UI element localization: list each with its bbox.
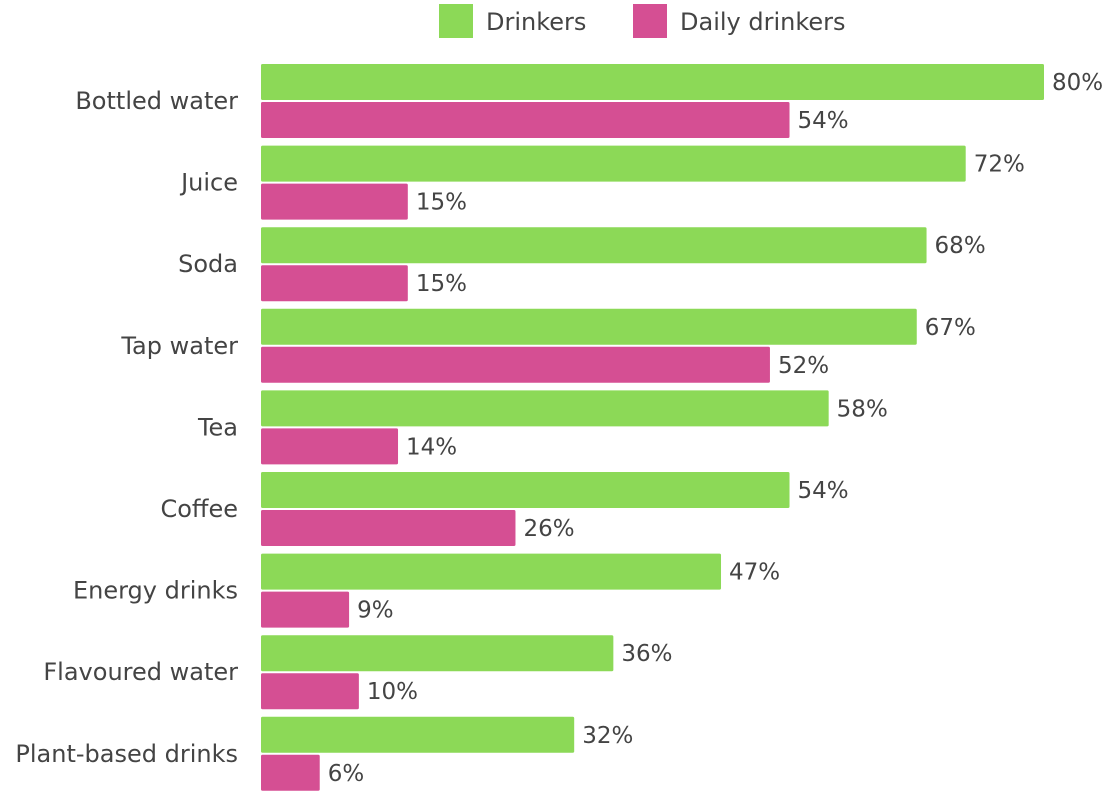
legend-label-daily-drinkers: Daily drinkers <box>680 8 846 36</box>
value-label-drinkers-bottled-water: 80% <box>1052 70 1103 96</box>
bar-daily-drinkers-soda <box>261 265 408 302</box>
bar-daily-drinkers-tea <box>261 428 399 465</box>
value-label-drinkers-coffee: 54% <box>798 478 849 504</box>
value-label-daily-drinkers-juice: 15% <box>416 190 467 216</box>
category-label-juice: Juice <box>179 169 238 197</box>
bar-drinkers-bottled-water <box>261 64 1044 100</box>
value-label-drinkers-tea: 58% <box>837 396 888 422</box>
value-label-daily-drinkers-coffee: 26% <box>523 516 574 542</box>
bar-drinkers-plant-based-drinks <box>261 716 575 753</box>
bar-daily-drinkers-energy-drinks <box>261 591 350 628</box>
value-label-daily-drinkers-tap-water: 52% <box>778 353 829 379</box>
value-label-daily-drinkers-flavoured-water: 10% <box>367 679 418 705</box>
value-label-daily-drinkers-bottled-water: 54% <box>798 108 849 134</box>
legend-label-drinkers: Drinkers <box>486 8 586 36</box>
bar-daily-drinkers-coffee <box>261 510 516 546</box>
value-label-drinkers-flavoured-water: 36% <box>621 641 672 667</box>
bar-daily-drinkers-tap-water <box>261 346 770 383</box>
bar-drinkers-flavoured-water <box>261 635 614 672</box>
bar-daily-drinkers-juice <box>261 183 408 220</box>
category-label-coffee: Coffee <box>160 495 238 523</box>
value-label-daily-drinkers-soda: 15% <box>416 271 467 297</box>
category-label-bottled-water: Bottled water <box>75 87 238 115</box>
value-label-drinkers-plant-based-drinks: 32% <box>582 723 633 749</box>
category-labels: Bottled water Juice Soda Tap water Tea Coffee… <box>15 87 238 768</box>
value-label-daily-drinkers-plant-based-drinks: 6% <box>328 761 365 787</box>
bar-drinkers-juice <box>261 145 966 182</box>
bar-drinkers-coffee <box>261 472 790 508</box>
value-label-daily-drinkers-tea: 14% <box>406 434 457 460</box>
bar-daily-drinkers-plant-based-drinks <box>261 754 320 791</box>
value-label-drinkers-tap-water: 67% <box>925 315 976 341</box>
value-label-daily-drinkers-energy-drinks: 9% <box>357 598 394 624</box>
category-label-tap-water: Tap water <box>120 332 238 360</box>
value-labels: 80% 54% 72% 15% 68% 15% 67% 52% 58% 14% 54% 26% 47% 9… <box>328 70 1103 787</box>
category-label-soda: Soda <box>178 250 238 278</box>
legend: Drinkers Daily drinkers <box>439 4 846 38</box>
legend-swatch-daily-drinkers <box>633 4 667 38</box>
value-label-drinkers-energy-drinks: 47% <box>729 560 780 586</box>
value-label-drinkers-soda: 68% <box>935 233 986 259</box>
value-label-drinkers-juice: 72% <box>974 152 1025 178</box>
bar-drinkers-energy-drinks <box>261 553 722 590</box>
bar-daily-drinkers-flavoured-water <box>261 673 359 710</box>
bar-drinkers-tea <box>261 390 829 427</box>
bar-daily-drinkers-bottled-water <box>261 102 790 138</box>
bar-drinkers-soda <box>261 227 927 264</box>
legend-swatch-drinkers <box>439 4 473 38</box>
category-label-energy-drinks: Energy drinks <box>73 577 238 605</box>
category-label-flavoured-water: Flavoured water <box>43 658 238 686</box>
bar-drinkers-tap-water <box>261 308 917 345</box>
category-label-plant-based-drinks: Plant-based drinks <box>15 740 238 768</box>
category-label-tea: Tea <box>197 413 238 441</box>
bars <box>261 64 1044 791</box>
